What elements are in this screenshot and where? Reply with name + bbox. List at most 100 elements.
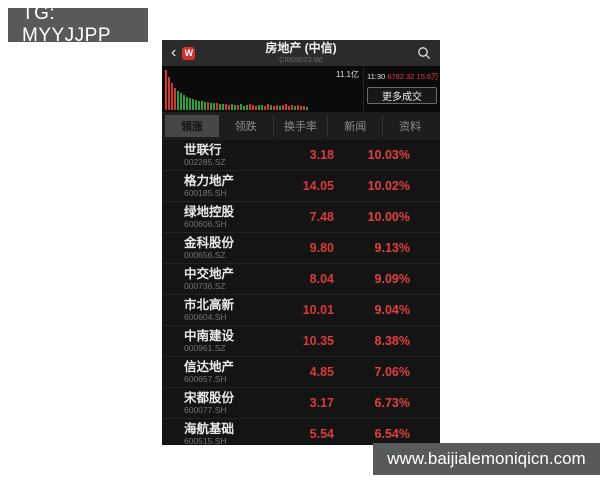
watermark-telegram: TG: MYYJJPP <box>8 3 148 46</box>
wind-logo-icon: W <box>182 46 196 60</box>
index-code: CI005023.WI <box>279 55 323 64</box>
stock-change-percent: 6.54% <box>374 427 410 441</box>
quote-panel: 11:30 6782.32 15.6万↑ 更多成交 <box>363 66 440 112</box>
volume-bar <box>249 104 251 110</box>
stock-code: 600604.SH <box>184 312 227 322</box>
volume-bar <box>282 105 284 110</box>
volume-bar <box>300 106 302 110</box>
stock-change-percent: 10.00% <box>367 210 410 224</box>
stock-row[interactable]: 格力地产 600185.SH 14.05 10.02% <box>162 171 440 202</box>
stock-name-block: 市北高新 600604.SH <box>184 298 264 322</box>
stock-app-screenshot: ‹ W 房地产 (中信) CI005023.WI 11.1亿 11:30 678… <box>162 40 440 445</box>
volume-bar <box>246 105 248 110</box>
volume-bar <box>177 91 179 110</box>
stock-code: 600515.SH <box>184 436 227 445</box>
volume-bars <box>165 68 309 110</box>
stock-price: 9.80 <box>309 241 334 255</box>
volume-bar <box>198 101 200 110</box>
stock-code: 000656.SZ <box>184 250 226 260</box>
stock-code: 000961.SZ <box>184 343 226 353</box>
stock-price: 8.04 <box>309 272 334 286</box>
stock-price: 7.48 <box>309 210 334 224</box>
stock-row[interactable]: 金科股份 000656.SZ 9.80 9.13% <box>162 233 440 264</box>
stock-change-percent: 7.06% <box>374 365 410 379</box>
stock-name: 格力地产 <box>184 174 235 188</box>
stock-name: 市北高新 <box>184 298 235 312</box>
volume-bar <box>228 105 230 110</box>
volume-bar <box>243 106 245 110</box>
volume-bar <box>201 101 203 110</box>
stock-row[interactable]: 绿地控股 600606.SH 7.48 10.00% <box>162 202 440 233</box>
volume-bar <box>165 70 167 110</box>
stock-change-percent: 6.73% <box>374 396 410 410</box>
stock-row[interactable]: 市北高新 600604.SH 10.01 9.04% <box>162 295 440 326</box>
stock-row[interactable]: 中南建设 000961.SZ 10.35 8.38% <box>162 326 440 357</box>
volume-bar <box>222 104 224 110</box>
tab-1[interactable]: 领跌 <box>234 121 257 133</box>
stock-name-block: 中交地产 000736.SZ <box>184 267 264 291</box>
volume-bar <box>168 77 170 110</box>
stock-price: 3.17 <box>309 396 334 410</box>
more-trades-button[interactable]: 更多成交 <box>367 87 437 104</box>
stock-row[interactable]: 海航基础 600515.SH 5.54 6.54% <box>162 419 440 445</box>
stock-row[interactable]: 宋都股份 600077.SH 3.17 6.73% <box>162 388 440 419</box>
stock-code: 600657.SH <box>184 374 227 384</box>
stock-row[interactable]: 中交地产 000736.SZ 8.04 9.09% <box>162 264 440 295</box>
volume-bar <box>225 104 227 110</box>
tab-2[interactable]: 换手率 <box>272 115 328 137</box>
tab-4[interactable]: 资料 <box>382 115 437 137</box>
volume-bar <box>195 100 197 110</box>
stock-price: 4.85 <box>309 365 334 379</box>
stock-name-block: 金科股份 000656.SZ <box>184 236 264 260</box>
volume-bar <box>279 106 281 110</box>
stock-change-percent: 9.13% <box>374 241 410 255</box>
stock-code: 600077.SH <box>184 405 227 415</box>
stock-code: 600185.SH <box>184 188 227 198</box>
volume-bar <box>297 105 299 110</box>
volume-bar <box>189 98 191 110</box>
volume-bar <box>192 99 194 110</box>
volume-bar <box>252 105 254 110</box>
stock-name: 信达地产 <box>184 360 235 374</box>
stock-row[interactable]: 信达地产 600657.SH 4.85 7.06% <box>162 357 440 388</box>
volume-bar <box>180 93 182 110</box>
search-icon[interactable] <box>417 46 431 60</box>
volume-bar <box>276 105 278 110</box>
volume-bar <box>216 103 218 110</box>
stock-name-block: 格力地产 600185.SH <box>184 174 264 198</box>
volume-bar <box>273 106 275 110</box>
tab-3[interactable]: 新闻 <box>327 115 382 137</box>
volume-bar <box>231 104 233 110</box>
stock-row[interactable]: 世联行 002285.SZ 3.18 10.03% <box>162 140 440 171</box>
volume-bar <box>219 104 221 110</box>
volume-bar <box>306 107 308 110</box>
volume-bar <box>204 102 206 110</box>
back-button[interactable]: ‹ <box>171 44 177 61</box>
stock-change-percent: 8.38% <box>374 334 410 348</box>
stock-price: 3.18 <box>309 148 334 162</box>
tab-0[interactable]: 领涨 <box>165 115 219 137</box>
volume-bar <box>264 106 266 110</box>
volume-bar <box>285 104 287 110</box>
volume-bar <box>270 105 272 110</box>
stock-code: 000736.SZ <box>184 281 226 291</box>
stock-change-percent: 10.02% <box>367 179 410 193</box>
volume-bar <box>291 105 293 110</box>
stock-name-block: 海航基础 600515.SH <box>184 422 264 445</box>
stock-code: 600606.SH <box>184 219 227 229</box>
up-arrow-icon: ↑ <box>439 75 440 81</box>
volume-bar <box>213 103 215 110</box>
tick-turnover: 15.6万 <box>416 72 439 81</box>
stock-name: 世联行 <box>184 143 222 157</box>
stock-price: 10.01 <box>302 303 334 317</box>
stock-code: 002285.SZ <box>184 157 226 167</box>
stock-price: 14.05 <box>302 179 334 193</box>
volume-bar <box>183 95 185 110</box>
volume-bar <box>186 97 188 110</box>
stock-name: 海航基础 <box>184 422 235 436</box>
stock-name-block: 宋都股份 600077.SH <box>184 391 264 415</box>
volume-chart: 11.1亿 <box>162 66 363 112</box>
tick-index-value: 6782.32 <box>387 72 415 81</box>
stock-name: 绿地控股 <box>184 205 235 219</box>
